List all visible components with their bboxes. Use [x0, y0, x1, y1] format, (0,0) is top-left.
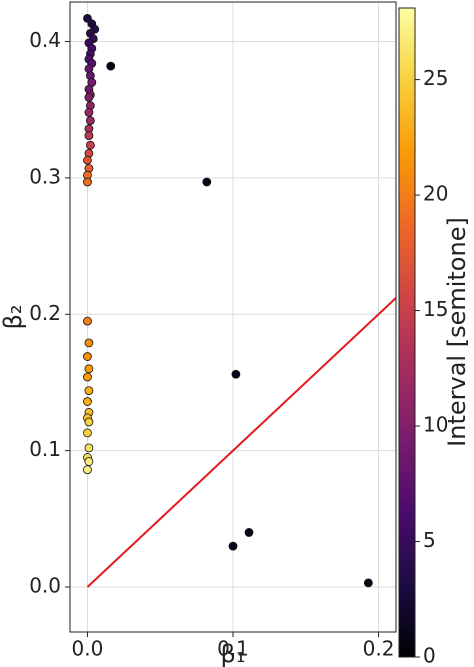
point	[84, 364, 94, 374]
colorbar-tick-label: 20	[423, 182, 448, 206]
x-tick-label: 0.2	[363, 637, 395, 661]
point	[84, 386, 94, 396]
point	[83, 177, 92, 187]
point	[83, 397, 92, 406]
point	[84, 338, 94, 348]
reference-line	[86, 297, 396, 588]
point	[84, 131, 94, 141]
y-tick-label: 0.0	[29, 574, 61, 598]
x-tick-label: 0.0	[72, 637, 104, 661]
plot-area	[83, 13, 396, 588]
y-tick-label: 0.4	[29, 28, 61, 52]
point	[84, 443, 94, 453]
x-axis-label: β₁	[221, 640, 246, 667]
point	[202, 177, 212, 187]
y-tick-label: 0.1	[29, 437, 61, 461]
point	[106, 61, 116, 71]
point	[83, 155, 92, 165]
point	[83, 316, 92, 326]
colorbar-label: Interval [semitone]	[443, 217, 471, 447]
point	[85, 140, 95, 150]
point	[244, 528, 254, 537]
colorbar-tick-label: 0	[423, 644, 436, 667]
point	[363, 578, 373, 588]
point	[85, 116, 95, 126]
colorbar	[398, 7, 416, 658]
point	[83, 465, 92, 475]
y-tick-label: 0.2	[29, 301, 61, 325]
x-tick-label: 0.1	[217, 637, 249, 661]
point	[228, 541, 238, 551]
point	[231, 369, 241, 379]
point	[84, 417, 94, 427]
point	[84, 93, 94, 102]
plot-frame	[69, 1, 397, 633]
colorbar-tick-label: 25	[423, 66, 448, 90]
point	[83, 372, 92, 382]
colorbar-tick-label: 15	[423, 297, 448, 321]
colorbar-tick-label: 10	[423, 413, 448, 437]
colorbar-tick-label: 5	[423, 528, 436, 552]
y-tick-label: 0.3	[29, 164, 61, 188]
point	[83, 428, 92, 438]
point	[84, 457, 94, 466]
y-axis-label: β₂	[0, 305, 27, 330]
point	[84, 108, 94, 117]
point	[83, 352, 92, 361]
